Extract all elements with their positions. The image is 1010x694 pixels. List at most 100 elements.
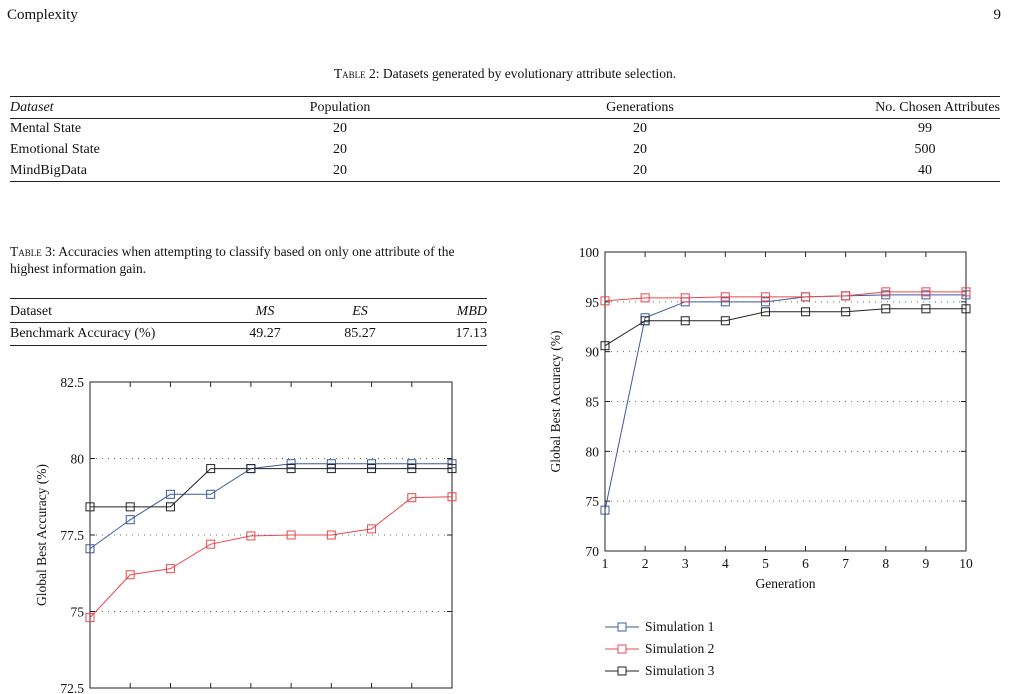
legend: Simulation 1 Simulation 2 Simulation 3 — [605, 616, 714, 682]
table2-top-rule — [10, 96, 1000, 97]
x-tick-label: 9 — [923, 556, 930, 571]
data-point — [841, 291, 851, 301]
table2-header-rule — [10, 118, 1000, 119]
data-point — [801, 292, 811, 302]
y-tick-label: 75 — [586, 494, 600, 509]
data-point — [125, 570, 135, 580]
table-cell: 20 — [633, 120, 647, 136]
data-point — [720, 297, 730, 307]
data-point — [165, 489, 175, 499]
data-point — [640, 316, 650, 326]
series-line — [89, 463, 452, 550]
table-row: Benchmark Accuracy (%) 49.27 85.27 17.13 — [10, 323, 487, 345]
data-point — [286, 459, 296, 469]
table-cell: 20 — [333, 141, 347, 157]
x-tick-label: 7 — [842, 556, 849, 571]
table3-caption: Table 3: Accuracies when attempting to c… — [10, 243, 490, 277]
table2-header-cell: Dataset — [10, 99, 54, 115]
y-tick-label: 75 — [71, 605, 85, 620]
table-row: Mental State 20 20 99 — [10, 118, 1000, 139]
table3-caption-text: Accuracies when attempting to classify b… — [10, 244, 455, 276]
legend-swatch — [605, 666, 639, 676]
x-tick-label: 6 — [802, 556, 809, 571]
data-point — [246, 464, 256, 474]
data-point — [447, 464, 457, 474]
line-chart-right: 70 75 80 85 90 95 100 1 2 3 4 5 6 7 8 9 10 Global Best Ac… — [548, 245, 973, 591]
table-cell: 49.27 — [249, 326, 281, 341]
table2-header-cell: No. Chosen Attributes — [875, 99, 1000, 115]
x-tick-label: 10 — [959, 556, 973, 571]
table2-label: Table 2: — [333, 66, 380, 81]
table3-header-cell: MBD — [456, 304, 487, 319]
x-tick-label: 2 — [642, 556, 649, 571]
series-line — [604, 294, 966, 511]
x-tick-label: 5 — [762, 556, 769, 571]
table-cell: MindBigData — [10, 162, 87, 178]
data-point — [680, 316, 690, 326]
data-point — [447, 459, 457, 469]
data-point — [600, 296, 610, 306]
data-point — [85, 613, 95, 623]
table-cell: 20 — [333, 162, 347, 178]
data-point — [407, 459, 417, 469]
table3-label: Table 3: — [10, 244, 56, 259]
data-point — [246, 531, 256, 541]
data-point — [760, 307, 770, 317]
table-cell: Emotional State — [10, 141, 100, 157]
data-point — [961, 304, 971, 314]
series-line — [89, 496, 453, 618]
x-tick-label: 1 — [602, 556, 609, 571]
y-axis-label: Global Best Accuracy (%) — [34, 464, 49, 606]
table3-header-cell: ES — [352, 304, 368, 319]
data-point — [85, 502, 95, 512]
table2-caption-text: Datasets generated by evolutionary attri… — [382, 66, 677, 81]
data-point — [326, 530, 336, 540]
y-axis-label: Global Best Accuracy (%) — [548, 330, 563, 472]
table-cell: 20 — [633, 162, 647, 178]
table2-header-cell: Population — [309, 99, 371, 115]
data-point — [407, 493, 417, 503]
series-line — [604, 291, 966, 302]
legend-swatch — [605, 644, 639, 654]
table2-bottom-rule — [10, 181, 1000, 182]
data-point — [600, 341, 610, 351]
data-point — [286, 530, 296, 540]
data-point — [85, 544, 95, 554]
table-cell: 20 — [633, 141, 647, 157]
data-point — [720, 316, 730, 326]
y-tick-label: 82.5 — [60, 375, 84, 390]
table-cell: 85.27 — [344, 326, 376, 341]
x-tick-label: 3 — [682, 556, 689, 571]
table3-header-row: Dataset MS ES MBD — [10, 301, 487, 323]
table-cell: Benchmark Accuracy (%) — [10, 326, 156, 341]
page-number: 9 — [993, 7, 1002, 23]
data-point — [680, 293, 690, 303]
y-tick-label: 80 — [586, 444, 600, 459]
table-row: Emotional State 20 20 500 — [10, 139, 1000, 160]
table3-header-cell: MS — [255, 304, 275, 319]
y-tick-label: 95 — [586, 295, 600, 310]
data-point — [367, 524, 377, 534]
legend-label: Simulation 2 — [645, 641, 715, 656]
data-point — [760, 292, 770, 302]
data-point — [367, 459, 377, 469]
data-point — [407, 464, 417, 474]
table-cell: 40 — [918, 162, 932, 178]
data-point — [720, 292, 730, 302]
table3-top-rule — [10, 298, 487, 299]
table-row: MindBigData 20 20 40 — [10, 160, 1000, 181]
table3: Dataset MS ES MBD Benchmark Accuracy (%)… — [10, 301, 487, 345]
legend-item: Simulation 1 — [605, 616, 714, 638]
legend-swatch — [605, 622, 639, 632]
series-line — [90, 468, 452, 508]
y-tick-label: 77.5 — [60, 528, 84, 543]
table-cell: 17.13 — [455, 326, 488, 341]
data-point — [640, 293, 650, 303]
x-tick-label: 4 — [722, 556, 729, 571]
table-cell: Mental State — [10, 120, 82, 136]
table2-header-row: Dataset Population Generations No. Chose… — [10, 97, 1000, 118]
table3-header-cell: Dataset — [10, 304, 52, 319]
legend-label: Simulation 3 — [645, 663, 715, 678]
table3-header-rule — [10, 322, 487, 323]
